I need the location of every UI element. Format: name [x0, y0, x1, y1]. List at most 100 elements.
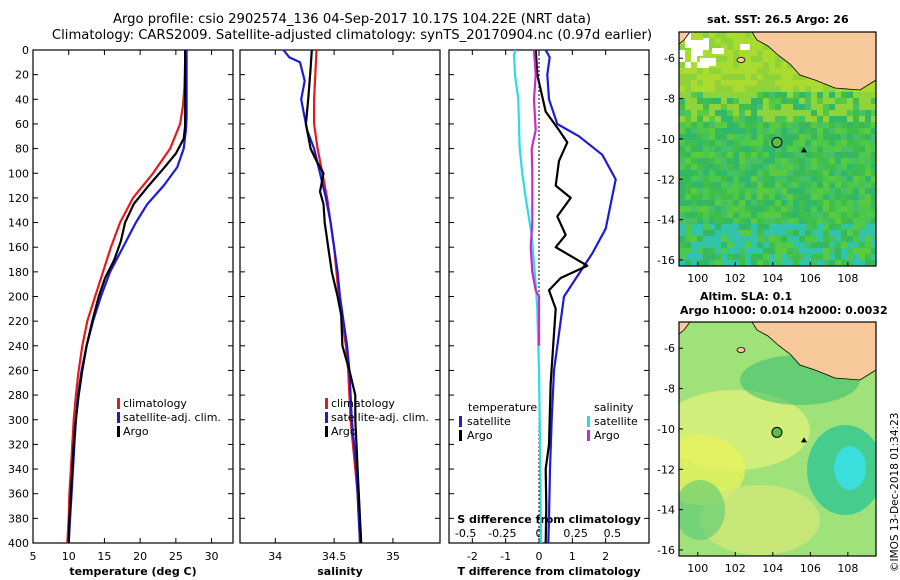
sst-cell [757, 146, 763, 152]
sst-cell [709, 104, 715, 110]
sst-cell [787, 230, 793, 236]
sst-cell [751, 236, 757, 242]
sst-cell [823, 194, 829, 200]
sst-cell [733, 260, 739, 266]
sst-cell [679, 200, 685, 206]
sst-cell [691, 134, 697, 140]
sst-cell [781, 68, 787, 74]
sst-cell [799, 128, 805, 134]
sst-cell [685, 86, 691, 92]
sst-cell [781, 194, 787, 200]
sst-cell [721, 86, 727, 92]
sst-cell [751, 50, 757, 56]
sst-cell [691, 92, 697, 98]
sst-cell [817, 128, 823, 134]
sst-cell [703, 248, 709, 254]
sst-cell [811, 236, 817, 242]
sst-cell [709, 116, 715, 122]
sst-cell [829, 218, 835, 224]
sst-cell [721, 206, 727, 212]
sst-cell [721, 56, 727, 62]
sst-cell [823, 92, 829, 98]
sst-cell [685, 194, 691, 200]
sst-cell [835, 158, 841, 164]
sst-cell [721, 92, 727, 98]
sst-cell [733, 104, 739, 110]
sst-cell [805, 86, 811, 92]
sst-cell [739, 122, 745, 128]
sst-cell [709, 44, 715, 50]
sst-cell [811, 116, 817, 122]
sst-cell [853, 212, 859, 218]
sst-cell [871, 224, 876, 230]
sst-cell [847, 158, 853, 164]
sst-cell [691, 116, 697, 122]
sst-cell [865, 188, 871, 194]
sst-cell [709, 218, 715, 224]
sst-cell [871, 140, 876, 146]
sst-cell [865, 146, 871, 152]
sst-cell [769, 104, 775, 110]
sst-cell [685, 98, 691, 104]
sst-cell [727, 140, 733, 146]
sst-cell [685, 218, 691, 224]
sst-cell [817, 218, 823, 224]
sst-cell [745, 194, 751, 200]
sst-cell [865, 206, 871, 212]
legend-swatch [325, 426, 328, 437]
x-tick-label: 20 [133, 550, 147, 563]
sst-cell [799, 74, 805, 80]
sst-cell [751, 86, 757, 92]
x-tick-label: 25 [169, 550, 183, 563]
sst-cell [691, 230, 697, 236]
sst-cell [703, 260, 709, 266]
sst-cell [763, 116, 769, 122]
sst-cell [769, 80, 775, 86]
sst-cell [751, 248, 757, 254]
sst-cell [763, 206, 769, 212]
sst-cell [745, 242, 751, 248]
plot-frame [448, 49, 650, 544]
sst-cell [853, 182, 859, 188]
sst-cell [835, 140, 841, 146]
sst-cell [793, 206, 799, 212]
sst-cell [733, 110, 739, 116]
sst-cell [763, 200, 769, 206]
map-y-tick-label: -10 [657, 423, 675, 436]
sst-cell [769, 110, 775, 116]
sst-cell [871, 158, 876, 164]
sst-cell [805, 110, 811, 116]
sst-cell [697, 92, 703, 98]
sst-cell [865, 86, 871, 92]
sst-cell [817, 242, 823, 248]
sst-cell [727, 224, 733, 230]
sst-cell [865, 176, 871, 182]
legend-label: satellite-adj. clim. [123, 411, 221, 424]
sst-cell [733, 152, 739, 158]
sst-cell [787, 176, 793, 182]
sst-cell [859, 152, 865, 158]
sst-cell [769, 224, 775, 230]
sst-cell [709, 32, 715, 38]
sst-cell [709, 146, 715, 152]
sst-cell [841, 194, 847, 200]
sst-cell [709, 224, 715, 230]
y-tick-label: 320 [8, 438, 29, 451]
sst-cell [775, 152, 781, 158]
sst-cell [835, 92, 841, 98]
sla-land-sumatra [679, 322, 691, 335]
sst-cell [679, 254, 685, 260]
map-x-tick-label: 106 [800, 272, 821, 285]
sst-cell [733, 74, 739, 80]
sst-cell [805, 188, 811, 194]
sst-cell [793, 260, 799, 266]
sst-cell [841, 122, 847, 128]
sst-cell [811, 98, 817, 104]
sst-cell [799, 134, 805, 140]
sst-cell [697, 254, 703, 260]
salinity-panel: 34 34.5 35 salinity climatologysatellite-adj… [239, 49, 441, 578]
sst-cell [733, 68, 739, 74]
sst-cell [799, 254, 805, 260]
sst-cell [715, 98, 721, 104]
sst-cell [745, 164, 751, 170]
